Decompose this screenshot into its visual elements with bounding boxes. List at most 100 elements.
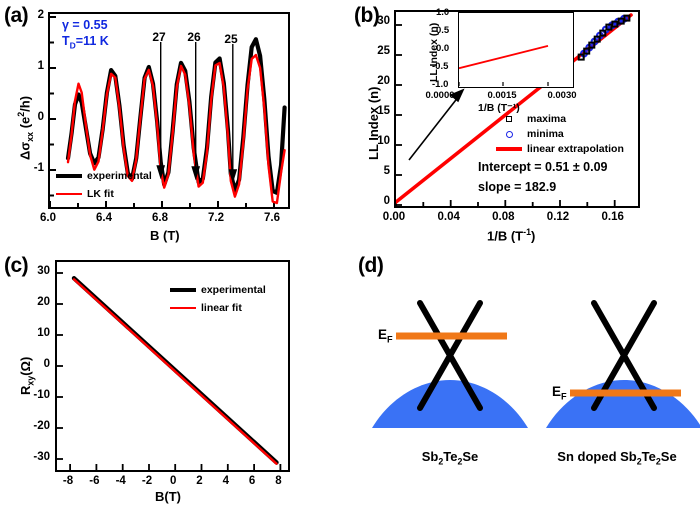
panel-a-ytick-2: 2 bbox=[37, 9, 44, 21]
caption-undoped-pre: Sb bbox=[421, 449, 439, 464]
panel-a-legend-item-experimental: experimental bbox=[56, 170, 152, 182]
panel-a-ytick-1: 1 bbox=[37, 60, 44, 72]
panel-b-tick-marks bbox=[396, 24, 616, 206]
panel-b-inset-series-linear bbox=[459, 45, 549, 70]
panel-a-dingle-value: =11 K bbox=[75, 34, 109, 48]
panel-c-xtick-neg2: -2 bbox=[141, 475, 153, 487]
panel-b-legend-swatch-maxima bbox=[496, 116, 522, 122]
panel-b-legend-item-maxima: maxima bbox=[496, 113, 566, 125]
panel-a-plot-area bbox=[48, 12, 290, 209]
panel-b-ytick-10: 10 bbox=[377, 135, 390, 147]
panel-d: (d) EF EF bbox=[350, 250, 700, 505]
panel-b-ytick-20: 20 bbox=[377, 75, 390, 87]
panel-a-tick-marks bbox=[50, 16, 275, 207]
panel-a-legend-item-lkfit: LK fit bbox=[56, 188, 114, 200]
panel-c-xtick-neg6: -6 bbox=[89, 475, 100, 487]
panel-a-xtick-68: 6.8 bbox=[152, 212, 168, 224]
panel-b-xtick-016: 0.16 bbox=[601, 211, 624, 223]
caption-undoped-mid: Te bbox=[443, 449, 458, 464]
panel-c-ytick-neg10: -10 bbox=[33, 389, 50, 401]
panel-b-inset-ytick-0: 0.0 bbox=[436, 43, 450, 54]
panel-c-xtick-4: 4 bbox=[222, 475, 229, 487]
panel-b-ytick-25: 25 bbox=[377, 45, 390, 57]
panel-c-tick-marks bbox=[57, 272, 282, 470]
panel-c-xtick-6: 6 bbox=[248, 475, 256, 487]
caption-doped-pre: Sn doped Sb bbox=[557, 449, 637, 464]
fermi-label-doped: EF bbox=[552, 384, 567, 402]
panel-d-letter: (d) bbox=[358, 254, 384, 277]
panel-b-inset-pointer-arrow bbox=[408, 88, 465, 161]
panel-c-legend-label-linear-fit: linear fit bbox=[201, 302, 242, 314]
panel-a-xtick-72: 7.2 bbox=[208, 212, 224, 224]
panel-c-legend-label-experimental: experimental bbox=[201, 284, 266, 296]
panel-b-inset-ytick-1: 1.0 bbox=[436, 7, 450, 18]
panel-a-plot-svg bbox=[50, 16, 287, 207]
panel-c-xtick-neg4: -4 bbox=[115, 475, 126, 487]
panel-c-letter: (c) bbox=[4, 254, 29, 277]
fermi-label-undoped-main: E bbox=[378, 327, 388, 342]
panel-c-ytick-30: 30 bbox=[37, 265, 50, 277]
fermi-label-undoped-sub: F bbox=[387, 334, 393, 345]
panel-b-legend-label-linear-extrapolation: linear extrapolation bbox=[527, 143, 624, 155]
panel-b-plot-svg bbox=[396, 13, 633, 206]
panel-a-dingle-annotation: TD=11 K bbox=[62, 34, 109, 51]
panel-b-legend-item-minima: minima bbox=[496, 128, 564, 140]
panel-b-inset-xtick-0015: 0.0015 bbox=[487, 90, 517, 101]
panel-c-xtick-2: 2 bbox=[196, 475, 203, 487]
panel-a-arrow-label-26: 26 bbox=[187, 30, 201, 44]
panel-b-ytick-5: 5 bbox=[383, 165, 390, 177]
fermi-label-doped-sub: F bbox=[561, 391, 567, 402]
panel-b-inset-svg bbox=[459, 45, 549, 86]
open-square-icon bbox=[506, 116, 512, 122]
panel-d-caption-doped: Sn doped Sb2Te2Se bbox=[557, 449, 676, 467]
panel-b-inset-xtick-0: 0.0000 bbox=[425, 90, 455, 101]
panel-d-band-diagram-svg bbox=[372, 300, 700, 428]
caption-doped-sub2: 2 bbox=[655, 456, 661, 467]
panel-b-legend-label-maxima: maxima bbox=[527, 113, 567, 125]
panel-c-ytick-0: 0 bbox=[43, 358, 50, 370]
panel-b-inset-y-axis-title: LL Index (n) bbox=[428, 22, 440, 82]
panel-b-inset-x-axis-title: 1/B (T⁻¹) bbox=[478, 102, 520, 114]
panel-a-legend-swatch-experimental bbox=[56, 174, 82, 178]
bulk-band-dome-undoped bbox=[372, 380, 528, 428]
panel-a-xtick-60: 6.0 bbox=[40, 212, 56, 224]
panel-c-xtick-neg8: -8 bbox=[62, 475, 74, 487]
panel-b-legend-swatch-minima bbox=[496, 130, 522, 138]
panel-b-xtick-004: 0.04 bbox=[437, 211, 460, 223]
panel-c-series-linear-fit bbox=[72, 278, 278, 465]
panel-b-x-axis-title: 1/B (T-1) bbox=[487, 227, 536, 244]
panel-b-intercept-annotation: Intercept = 0.51 ± 0.09 bbox=[478, 160, 608, 174]
caption-undoped-sub2: 2 bbox=[457, 456, 463, 467]
panel-c-x-axis-title: B(T) bbox=[155, 489, 181, 504]
panel-b-xtick-000: 0.00 bbox=[382, 211, 406, 223]
panel-c-legend-item-experimental: experimental bbox=[170, 284, 266, 296]
panel-a-dingle-sub: D bbox=[69, 40, 76, 51]
caption-undoped-sub1: 2 bbox=[438, 456, 444, 467]
panel-c-plot-area bbox=[55, 260, 290, 472]
panel-a-series-lkfit bbox=[66, 53, 286, 205]
panel-c-plot-svg bbox=[57, 272, 282, 470]
panel-a-y-axis-title: Δσxx (e2/h) bbox=[16, 95, 35, 160]
panel-b-inset-xtick-0030: 0.0030 bbox=[547, 90, 577, 101]
panel-b-letter: (b) bbox=[354, 4, 380, 27]
dirac-cone-right-undoped bbox=[417, 300, 483, 411]
panel-b-inset-tick-marks bbox=[459, 82, 549, 86]
panel-b-ytick-15: 15 bbox=[377, 105, 390, 117]
panel-b-inset-ytick-neg1: -1.0 bbox=[432, 79, 449, 90]
caption-doped-sub1: 2 bbox=[636, 456, 642, 467]
panel-a-annotation-arrows bbox=[156, 42, 238, 184]
panel-b-legend-swatch-linear-extrapolation bbox=[496, 147, 522, 151]
panel-b-y-axis-title: LL Index (n) bbox=[366, 86, 381, 160]
panel-a: (a) Δσxx (e2/h) 2 1 0 -1 bbox=[0, 0, 350, 250]
panel-a-xtick-76: 7.6 bbox=[264, 212, 280, 224]
panel-a-gamma-annotation: γ = 0.55 bbox=[62, 18, 108, 32]
panel-b-xtick-012: 0.12 bbox=[546, 211, 570, 223]
panel-a-letter: (a) bbox=[4, 4, 29, 27]
panel-b-legend-item-linear-extrapolation: linear extrapolation bbox=[496, 143, 624, 155]
panel-b-slope-annotation: slope = 182.9 bbox=[478, 180, 557, 194]
panel-b-ytick-30: 30 bbox=[377, 15, 390, 27]
bulk-band-dome-doped bbox=[546, 380, 700, 428]
panel-c-legend-swatch-experimental bbox=[170, 288, 196, 292]
band-diagram-doped bbox=[546, 300, 700, 428]
